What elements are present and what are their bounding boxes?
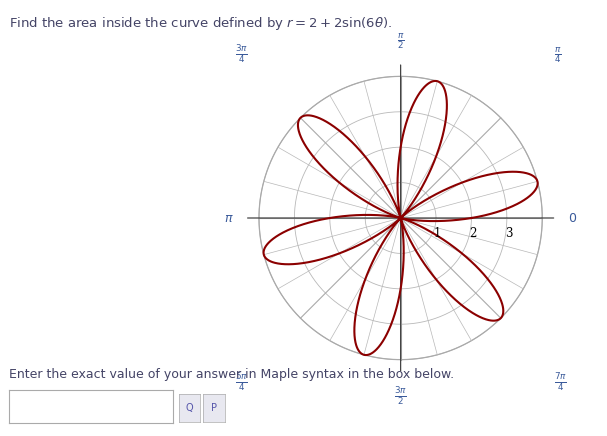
Text: $\frac{\pi}{2}$: $\frac{\pi}{2}$ [397, 31, 404, 51]
Text: P: P [211, 403, 217, 413]
Text: 1: 1 [434, 227, 441, 240]
Text: $\frac{3\pi}{4}$: $\frac{3\pi}{4}$ [235, 43, 248, 65]
Text: $\frac{\pi}{4}$: $\frac{\pi}{4}$ [554, 46, 561, 65]
Text: $\frac{5\pi}{4}$: $\frac{5\pi}{4}$ [235, 371, 248, 393]
Text: 2: 2 [470, 227, 477, 240]
Text: $\frac{7\pi}{4}$: $\frac{7\pi}{4}$ [554, 371, 566, 393]
Text: $\pi$: $\pi$ [224, 211, 234, 225]
Text: Find the area inside the curve defined by $r = 2 + 2\sin(6\theta)$.: Find the area inside the curve defined b… [9, 15, 392, 32]
Text: $\frac{3\pi}{2}$: $\frac{3\pi}{2}$ [394, 385, 407, 407]
Text: Q: Q [186, 403, 194, 413]
Text: 3: 3 [505, 227, 512, 240]
Text: Enter the exact value of your answer in Maple syntax in the box below.: Enter the exact value of your answer in … [9, 368, 454, 382]
Text: 0: 0 [568, 211, 576, 225]
